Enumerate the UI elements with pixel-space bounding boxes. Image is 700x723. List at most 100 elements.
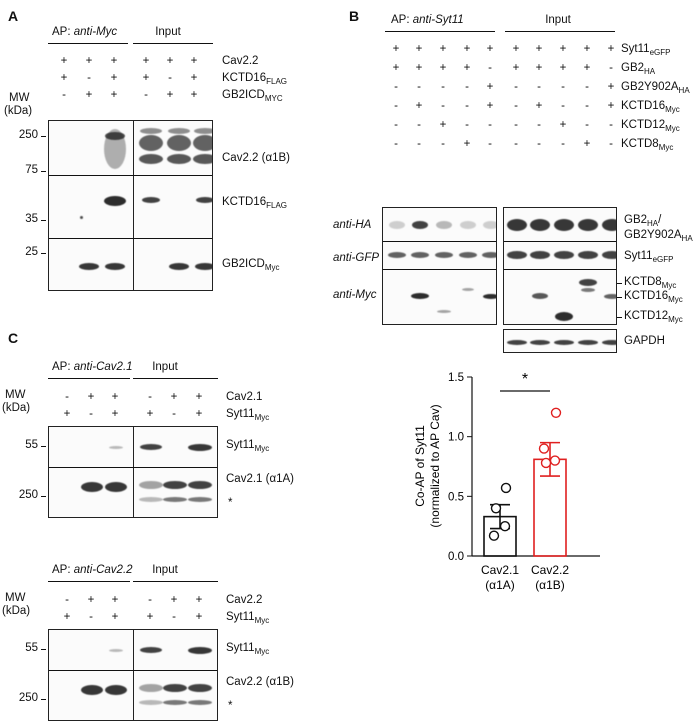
band	[604, 293, 616, 299]
condition-row-label-subscript: Myc	[665, 124, 680, 133]
condition-sign: +	[166, 89, 174, 101]
condition-sign: +	[607, 43, 615, 55]
blot-label-gb2icd-main: GB2ICD	[222, 258, 265, 270]
condition-sign: -	[89, 408, 93, 420]
condition-sign: +	[111, 611, 119, 623]
band	[163, 481, 187, 489]
condition-row-label: KCTD16Myc	[621, 100, 680, 114]
condition-sign: -	[172, 408, 176, 420]
condition-sign: +	[463, 43, 471, 55]
condition-sign: +	[195, 594, 203, 606]
data-point	[499, 520, 511, 532]
condition-sign: -	[144, 89, 148, 101]
condition-sign: -	[394, 81, 398, 93]
band	[188, 443, 212, 451]
condition-row-label: Syt11Myc	[226, 408, 269, 421]
condition-sign: -	[465, 119, 469, 131]
condition-sign: +	[195, 408, 203, 420]
blot-separator	[49, 175, 212, 176]
x-tick-label: (α1A)	[485, 578, 515, 592]
panel-a-blot	[48, 120, 213, 291]
blot-separator	[49, 238, 212, 239]
condition-sign: +	[142, 55, 150, 67]
condition-sign: +	[110, 55, 118, 67]
blot-label-gfp-main: Syt11	[624, 250, 653, 262]
condition-row-label: GB2ICDMYC	[222, 89, 283, 103]
panel-c-blot1-blot	[48, 426, 218, 518]
band	[79, 215, 83, 219]
panel-c-ap-header: AP: anti-Cav2.2	[52, 564, 133, 577]
condition-sign: +	[415, 43, 423, 55]
data-point	[490, 503, 502, 514]
blot-separator	[383, 269, 496, 270]
condition-sign: +	[439, 43, 447, 55]
band	[139, 154, 163, 164]
mw-unit: (kDa)	[2, 402, 31, 414]
condition-sign: +	[146, 408, 154, 420]
condition-sign: -	[441, 100, 445, 112]
blot-label-gb2icd: GB2ICDMyc	[222, 258, 280, 271]
data-point	[488, 530, 500, 541]
ap-prefix: AP:	[52, 564, 74, 576]
condition-sign: -	[514, 81, 518, 93]
ap-antibody: anti-Cav2.2	[73, 564, 133, 576]
panel-b-input-blot	[503, 207, 617, 325]
condition-sign: +	[559, 43, 567, 55]
condition-sign: +	[607, 100, 615, 112]
condition-sign: -	[441, 81, 445, 93]
condition-sign: -	[89, 611, 93, 623]
condition-sign: +	[146, 611, 154, 623]
condition-sign: +	[512, 62, 520, 74]
condition-sign: -	[172, 611, 176, 623]
condition-sign: +	[63, 611, 71, 623]
ha-label-2: GB2Y902A	[624, 229, 682, 241]
condition-sign: -	[441, 138, 445, 150]
band	[578, 251, 598, 259]
band	[139, 481, 163, 489]
band	[581, 288, 595, 292]
band	[389, 221, 405, 229]
ap-prefix: AP:	[52, 26, 74, 38]
blot-label-cav-main: Cav2.1 (α1A)	[226, 473, 295, 485]
panel-c-blot2-blot	[48, 629, 218, 721]
condition-sign: +	[85, 89, 93, 101]
condition-row-label-main: KCTD12	[621, 119, 666, 131]
panel-a-label: A	[8, 8, 19, 24]
mw-marker: 35	[25, 213, 38, 225]
ap-antibody: anti-Syt11	[412, 14, 464, 26]
condition-sign: -	[488, 119, 492, 131]
condition-row-label: GB2Y902AHA	[621, 81, 690, 94]
band	[163, 699, 187, 705]
blot-label-cav: Cav2.1 (α1A)	[226, 473, 295, 486]
data-point	[538, 443, 550, 454]
band	[188, 699, 212, 705]
condition-row-label-subscript: eGFP	[649, 48, 671, 57]
condition-sign: +	[60, 55, 68, 67]
band	[188, 646, 212, 654]
condition-row-label-subscript: Myc	[665, 105, 680, 114]
band	[412, 221, 428, 229]
blot-label-kctd8-main: KCTD8	[624, 276, 662, 288]
mw-tick	[41, 220, 46, 221]
condition-sign: +	[111, 391, 119, 403]
blot-label-kctd12: KCTD12Myc	[624, 310, 683, 324]
condition-row-label-main: KCTD16	[222, 72, 267, 84]
blot-label-kctd12-subscript: Myc	[668, 315, 683, 324]
panel-c-ap-header: AP: anti-Cav2.1	[52, 361, 133, 374]
condition-row-label-main: Syt11	[226, 408, 255, 420]
band	[193, 135, 212, 151]
blot-separator	[504, 269, 616, 270]
blot-label-kctd16: KCTD16Myc	[624, 290, 683, 303]
mw-tick	[41, 699, 46, 700]
condition-row-label-main: GB2ICD	[222, 89, 265, 101]
condition-sign: +	[170, 594, 178, 606]
condition-sign: +	[111, 594, 119, 606]
condition-row-label-main: GB2	[621, 62, 645, 74]
condition-sign: +	[535, 43, 543, 55]
band	[163, 684, 187, 692]
condition-row-label-main: Syt11	[226, 611, 255, 623]
condition-sign: +	[111, 408, 119, 420]
condition-sign: -	[417, 138, 421, 150]
condition-row-label-subscript: MYC	[264, 94, 283, 103]
blot-label-kctd16: KCTD16FLAG	[222, 196, 287, 209]
